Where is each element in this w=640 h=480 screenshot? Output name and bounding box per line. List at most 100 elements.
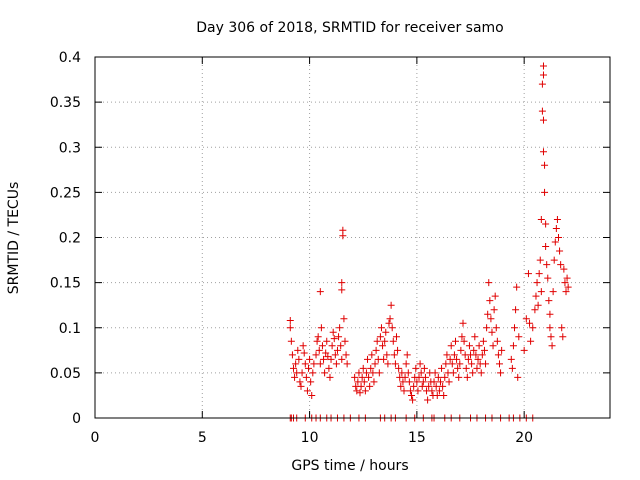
data-point <box>541 188 549 196</box>
data-point <box>340 315 348 323</box>
data-point <box>433 391 441 399</box>
data-point <box>463 373 471 381</box>
data-point <box>442 360 450 368</box>
data-point <box>353 387 361 395</box>
data-point <box>420 364 428 372</box>
data-point <box>475 342 483 350</box>
y-tick-label: 0.05 <box>50 366 81 382</box>
data-point <box>449 369 457 377</box>
data-point <box>338 279 346 287</box>
data-point <box>381 337 389 345</box>
data-point <box>561 279 569 287</box>
data-point <box>546 310 554 318</box>
data-point <box>526 319 534 327</box>
data-point <box>477 369 485 377</box>
data-point <box>511 324 519 332</box>
data-point <box>509 342 517 350</box>
data-point <box>419 378 427 386</box>
data-point <box>492 324 500 332</box>
x-tick-labels: 0 5 10 15 20 <box>91 430 534 446</box>
data-point <box>364 355 372 363</box>
data-point <box>473 364 481 372</box>
data-point <box>366 382 374 390</box>
data-point <box>539 62 547 70</box>
data-point <box>408 391 416 399</box>
data-point <box>388 324 396 332</box>
data-point <box>539 148 547 156</box>
data-point <box>341 337 349 345</box>
data-point <box>325 364 333 372</box>
data-point <box>469 369 477 377</box>
data-point <box>377 324 385 332</box>
data-point <box>462 364 470 372</box>
data-point <box>537 215 545 223</box>
data-point <box>326 373 334 381</box>
data-point <box>488 328 496 336</box>
data-point <box>435 387 443 395</box>
data-point <box>380 355 388 363</box>
x-tick-label: 5 <box>198 430 207 446</box>
data-point <box>384 360 392 368</box>
data-point <box>552 224 560 232</box>
x-tick-label: 20 <box>515 430 533 446</box>
data-point <box>330 335 338 343</box>
data-point <box>425 382 433 390</box>
data-point <box>356 389 364 397</box>
data-point <box>431 369 439 377</box>
axis-ticks <box>94 56 610 419</box>
data-point <box>323 337 331 345</box>
data-point <box>291 373 299 381</box>
data-point <box>453 355 461 363</box>
data-point <box>529 324 537 332</box>
data-point <box>532 292 540 300</box>
data-point <box>513 283 521 291</box>
data-point <box>395 364 403 372</box>
data-point <box>400 387 408 395</box>
data-point <box>317 324 325 332</box>
data-point <box>428 387 436 395</box>
data-point <box>547 333 555 341</box>
data-point <box>549 288 557 296</box>
data-point <box>417 369 425 377</box>
data-point <box>289 364 297 372</box>
data-point <box>546 324 554 332</box>
data-point <box>358 373 366 381</box>
data-point <box>438 364 446 372</box>
data-point <box>367 364 375 372</box>
data-point <box>452 337 459 345</box>
data-point <box>448 360 456 368</box>
data-point <box>370 378 378 386</box>
data-point <box>553 215 561 223</box>
data-point <box>542 243 550 251</box>
data-point <box>383 351 391 359</box>
y-tick-label: 0.25 <box>50 185 81 201</box>
data-point <box>333 346 341 354</box>
data-point <box>562 288 570 296</box>
data-point <box>460 337 468 345</box>
data-point <box>454 364 462 372</box>
data-point <box>418 382 426 390</box>
data-point <box>379 342 387 350</box>
data-point <box>320 355 328 363</box>
data-point <box>544 274 552 282</box>
data-point <box>527 337 535 345</box>
y-tick-label: 0.3 <box>59 140 81 156</box>
data-point <box>373 337 381 345</box>
data-point <box>329 328 337 336</box>
data-point <box>430 378 438 386</box>
data-point <box>302 373 310 381</box>
data-point <box>375 369 383 377</box>
data-point <box>313 337 321 345</box>
data-point <box>399 378 407 386</box>
data-point <box>538 80 546 88</box>
data-point <box>392 333 400 341</box>
y-tick-label: 0.15 <box>50 276 81 292</box>
data-point <box>508 364 516 372</box>
data-point <box>557 261 565 269</box>
data-point <box>342 351 350 359</box>
data-point <box>286 324 294 332</box>
data-point <box>421 373 429 381</box>
data-point <box>456 360 464 368</box>
data-point <box>434 373 442 381</box>
